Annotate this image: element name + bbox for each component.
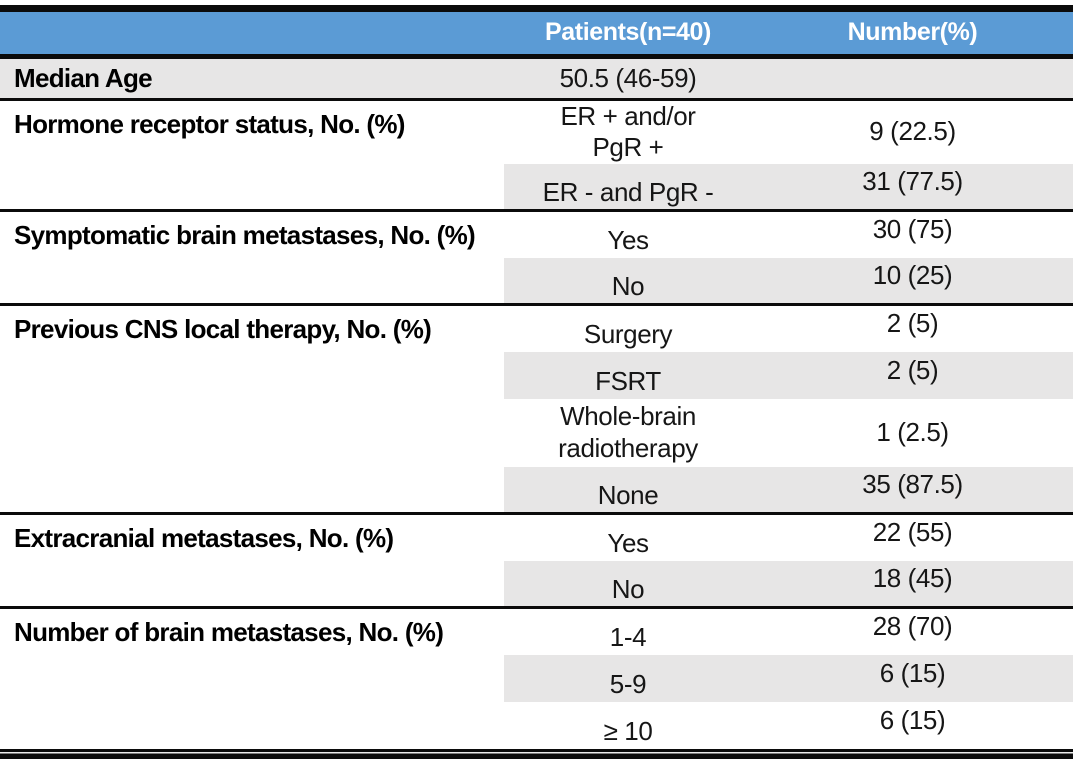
- number-percent-value: 6 (15): [879, 704, 946, 735]
- number-percent-cell: 10 (25): [752, 257, 1073, 307]
- table-bottom-rule: [0, 748, 1073, 759]
- patients-value-cell: Yes: [504, 211, 752, 258]
- number-percent-cell: 31 (77.5): [752, 163, 1073, 213]
- number-percent-cell: 9 (22.5): [752, 99, 1073, 164]
- number-percent-value: 22 (55): [872, 517, 953, 548]
- table-row: Number of brain metastases, No. (%) 1-4 28…: [0, 608, 1073, 655]
- table-row: FSRT 2 (5): [0, 351, 1073, 399]
- number-percent-cell: 18 (45): [752, 560, 1073, 610]
- number-percent-cell: 2 (5): [752, 305, 1073, 352]
- patients-value: ≥ 10: [603, 715, 653, 746]
- patients-value-cell: ER - and PgR -: [504, 163, 752, 213]
- patients-value-cell: ER + and/or PgR +: [504, 99, 752, 164]
- table-row: No 10 (25): [0, 257, 1073, 307]
- category-label: Number of brain metastases, No. (%): [14, 617, 444, 648]
- patients-value-cell: None: [504, 466, 752, 516]
- category-label: Symptomatic brain metastases, No. (%): [0, 210, 504, 307]
- number-percent-cell: 35 (87.5): [752, 466, 1073, 516]
- number-percent-value: 10 (25): [872, 259, 953, 290]
- patients-value: No: [611, 270, 645, 301]
- number-percent-value: 35 (87.5): [862, 468, 963, 499]
- number-percent-value: 30 (75): [872, 214, 953, 245]
- table-row: ER - and PgR - 31 (77.5): [0, 163, 1073, 213]
- patients-value-cell: No: [504, 560, 752, 610]
- patients-value: ER + and/or PgR +: [560, 100, 696, 163]
- number-percent-value: 9 (22.5): [869, 116, 956, 147]
- patients-value: Surgery: [583, 319, 673, 350]
- number-percent-value: 2 (5): [886, 354, 939, 385]
- header-patients-cell: Patients(n=40): [504, 12, 752, 59]
- table-row: None 35 (87.5): [0, 466, 1073, 516]
- category-label: Median Age: [0, 56, 504, 101]
- patients-value: Yes: [607, 528, 649, 559]
- number-percent-cell: 2 (5): [752, 351, 1073, 399]
- number-percent-cell: 1 (2.5): [752, 399, 1073, 467]
- table-row: Median Age 50.5 (46-59): [0, 56, 1073, 101]
- patients-value: FSRT: [595, 365, 661, 396]
- number-percent-value: 2 (5): [886, 308, 939, 339]
- table-row: ≥ 10 6 (15): [0, 702, 1073, 749]
- category-label: Extracranial metastases, No. (%): [0, 513, 504, 610]
- header-number-cell: Number(%): [752, 12, 1073, 59]
- table-row: Hormone receptor status, No. (%) ER + and…: [0, 99, 1073, 213]
- table-row: Extracranial metastases, No. (%) Yes 22 (5…: [0, 513, 1073, 610]
- patients-value: 1-4: [609, 622, 647, 653]
- patients-value: No: [611, 573, 645, 604]
- patients-value-cell: Yes: [504, 514, 752, 561]
- number-percent-value: 1 (2.5): [876, 417, 949, 448]
- header-spacer-cell: [0, 12, 504, 59]
- category-label: Hormone receptor status, No. (%): [0, 99, 504, 213]
- number-percent-cell: 28 (70): [752, 608, 1073, 655]
- table-row: No 18 (45): [0, 560, 1073, 610]
- patients-value-cell: ≥ 10: [504, 702, 752, 749]
- patient-characteristics-table-wrap: Patients(n=40) Number(%) Median Age 50.5 …: [0, 5, 1073, 759]
- patients-value: None: [597, 479, 659, 510]
- patients-value-cell: 1-4: [504, 608, 752, 655]
- patients-value: Whole-brain radiotherapy: [558, 401, 698, 463]
- patients-value-cell: Whole-brain radiotherapy: [504, 399, 752, 467]
- patients-value-cell: No: [504, 257, 752, 307]
- number-percent-cell: 30 (75): [752, 211, 1073, 258]
- table-row: Previous CNS local therapy, No. (%) Surge…: [0, 304, 1073, 516]
- number-percent-value: 28 (70): [872, 611, 953, 642]
- table-header-row: Patients(n=40) Number(%): [0, 12, 1073, 59]
- table-row: Symptomatic brain metastases, No. (%) Yes…: [0, 210, 1073, 307]
- table-top-rule: [0, 5, 1073, 12]
- number-percent-value: 31 (77.5): [862, 165, 963, 196]
- category-label: Previous CNS local therapy, No. (%): [0, 304, 504, 516]
- patients-value-cell: Surgery: [504, 305, 752, 352]
- patients-value: ER - and PgR -: [542, 176, 714, 207]
- table-row: Whole-brain radiotherapy 1 (2.5): [0, 399, 1073, 467]
- number-percent-cell: 6 (15): [752, 654, 1073, 702]
- number-percent-cell: 22 (55): [752, 514, 1073, 561]
- number-percent-value: 6 (15): [879, 657, 946, 688]
- patients-value-cell: 50.5 (46-59): [504, 56, 752, 101]
- number-percent-value: 18 (45): [872, 562, 953, 593]
- patients-value: 50.5 (46-59): [559, 63, 697, 94]
- number-percent-cell: 6 (15): [752, 702, 1073, 749]
- patients-value-cell: 5-9: [504, 654, 752, 702]
- number-percent-cell: [752, 56, 1073, 101]
- patients-value-cell: FSRT: [504, 351, 752, 399]
- patients-value: 5-9: [609, 668, 647, 699]
- patients-value: Yes: [607, 225, 649, 256]
- table-body: Median Age 50.5 (46-59) Hormone receptor s…: [0, 56, 1073, 749]
- patient-characteristics-table: Patients(n=40) Number(%) Median Age 50.5 …: [0, 12, 1073, 749]
- table-row: 5-9 6 (15): [0, 654, 1073, 702]
